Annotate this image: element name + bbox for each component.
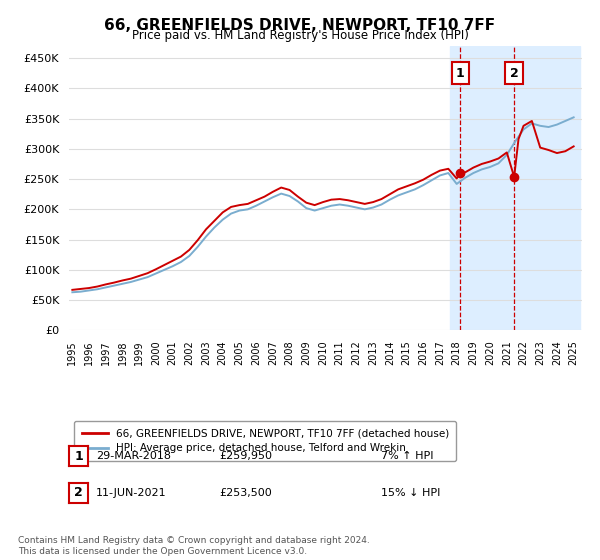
Text: Price paid vs. HM Land Registry's House Price Index (HPI): Price paid vs. HM Land Registry's House … <box>131 29 469 42</box>
Text: 7% ↑ HPI: 7% ↑ HPI <box>381 451 433 461</box>
Text: 1: 1 <box>456 67 465 80</box>
Text: Contains HM Land Registry data © Crown copyright and database right 2024.
This d: Contains HM Land Registry data © Crown c… <box>18 536 370 556</box>
Text: 29-MAR-2018: 29-MAR-2018 <box>96 451 171 461</box>
Text: 11-JUN-2021: 11-JUN-2021 <box>96 488 167 498</box>
Text: £253,500: £253,500 <box>219 488 272 498</box>
Text: 2: 2 <box>74 486 83 500</box>
Bar <box>450 46 580 330</box>
Legend: 66, GREENFIELDS DRIVE, NEWPORT, TF10 7FF (detached house), HPI: Average price, d: 66, GREENFIELDS DRIVE, NEWPORT, TF10 7FF… <box>74 421 457 461</box>
Text: 1: 1 <box>74 450 83 463</box>
Text: £259,950: £259,950 <box>219 451 272 461</box>
Text: 66, GREENFIELDS DRIVE, NEWPORT, TF10 7FF: 66, GREENFIELDS DRIVE, NEWPORT, TF10 7FF <box>104 18 496 33</box>
Text: 15% ↓ HPI: 15% ↓ HPI <box>381 488 440 498</box>
Text: 2: 2 <box>510 67 518 80</box>
